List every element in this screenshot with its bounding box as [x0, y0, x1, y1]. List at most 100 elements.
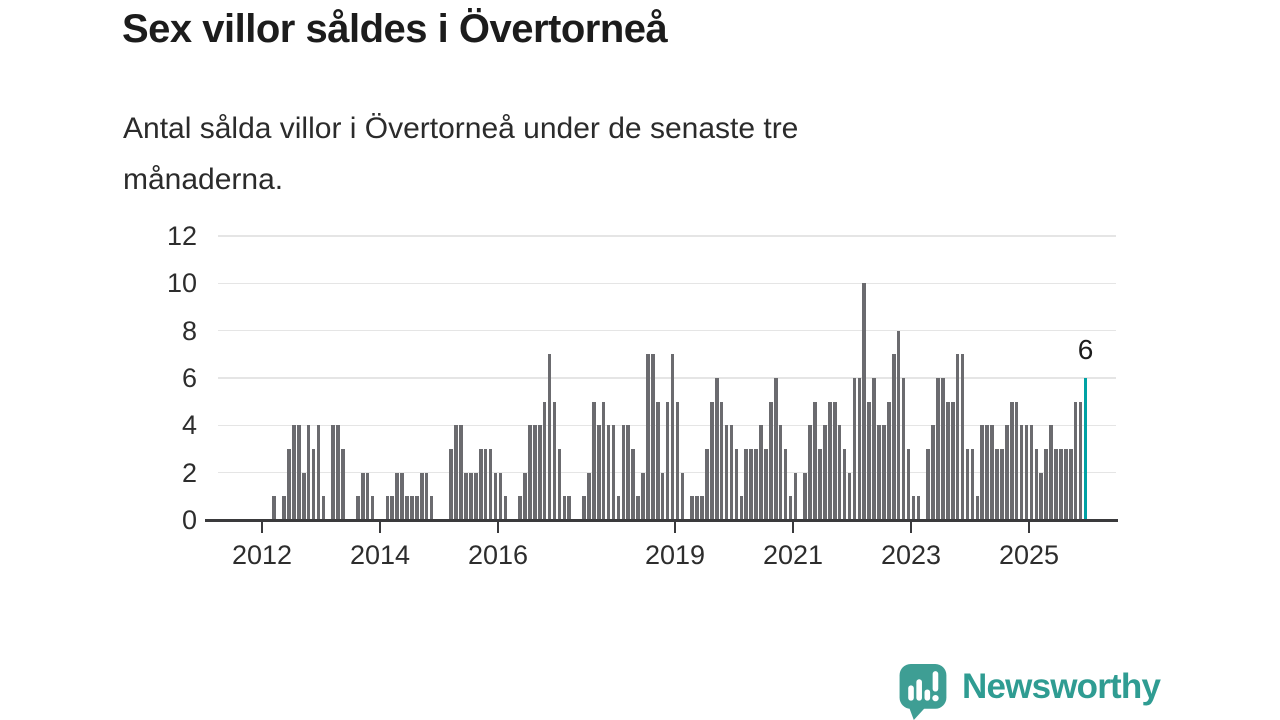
x-axis-label-2012: 2012 [231, 540, 293, 570]
bar [616, 496, 621, 520]
bar [862, 283, 867, 520]
bar [469, 472, 473, 520]
bar [611, 425, 616, 520]
bar [832, 401, 837, 520]
bar [690, 496, 694, 520]
x-axis-tick-2023 [909, 522, 913, 533]
bar [680, 472, 685, 520]
bar [410, 496, 414, 520]
bar [911, 496, 916, 520]
bar [877, 425, 881, 520]
bar [665, 401, 670, 520]
bar [837, 425, 842, 520]
bar [474, 472, 478, 520]
bar [793, 472, 798, 520]
bar [606, 425, 611, 520]
bar [454, 425, 458, 520]
bar [503, 496, 508, 520]
x-axis-label-2019: 2019 [644, 540, 706, 570]
bar [523, 472, 527, 520]
bar [754, 448, 758, 520]
bar-highlight-latest [1083, 377, 1088, 520]
bar [946, 401, 950, 520]
bar [272, 496, 277, 520]
x-axis-label-2025: 2025 [998, 540, 1060, 570]
x-axis-tick-2014 [378, 522, 382, 533]
bar [547, 354, 552, 520]
bar [429, 496, 434, 520]
bar [301, 472, 306, 520]
bar [395, 472, 399, 520]
x-axis-tick-2019 [673, 522, 677, 533]
bar [587, 472, 591, 520]
bar [808, 425, 812, 520]
x-axis-label-2016: 2016 [467, 540, 529, 570]
bar [1024, 425, 1029, 520]
bar [749, 448, 753, 520]
bar [813, 401, 817, 520]
y-axis-label-10: 10 [166, 268, 197, 299]
bar [985, 425, 989, 520]
bar [287, 448, 291, 520]
bar [695, 496, 699, 520]
bar [1009, 401, 1014, 520]
x-axis-tick-2012 [260, 522, 264, 533]
bar [311, 448, 316, 520]
bar [641, 472, 645, 520]
x-axis-label-2023: 2023 [880, 540, 942, 570]
bar [528, 425, 532, 520]
bar [724, 425, 729, 520]
bar [660, 472, 665, 520]
y-axis-label-0: 0 [181, 505, 197, 535]
bar [1059, 448, 1063, 520]
bar [488, 448, 493, 520]
bar [567, 496, 572, 520]
bar [1014, 401, 1019, 520]
chart-subtitle: Antal sålda villor i Övertorneå under de… [123, 103, 798, 205]
bar [714, 377, 719, 520]
bar [867, 401, 871, 520]
bar [916, 496, 921, 520]
bar [282, 496, 286, 520]
bar [651, 354, 655, 520]
bar [896, 330, 901, 520]
bar [990, 425, 994, 520]
bar [941, 377, 945, 520]
bar [1064, 448, 1068, 520]
gridline-y-12 [218, 235, 1116, 237]
y-axis-label-12: 12 [166, 220, 197, 251]
bar [670, 354, 675, 520]
y-axis-label-4: 4 [181, 410, 197, 441]
bar [1005, 425, 1009, 520]
bar [356, 496, 360, 520]
x-axis-tick-2021 [791, 522, 795, 533]
bar [552, 401, 557, 520]
bar [478, 448, 483, 520]
bar [306, 425, 311, 520]
bar [557, 448, 562, 520]
newsworthy-logo-icon [899, 664, 947, 720]
bar [321, 496, 326, 520]
bar [955, 354, 960, 520]
x-axis-tick-2016 [496, 522, 500, 533]
bar [719, 401, 724, 520]
bar [926, 448, 930, 520]
last-bar-value-label: 6 [1077, 334, 1094, 365]
bar [390, 496, 395, 520]
bar [582, 496, 586, 520]
bar [400, 472, 404, 520]
bar [842, 448, 847, 520]
bar [700, 496, 704, 520]
bar [818, 448, 822, 520]
y-axis-label-2: 2 [181, 457, 197, 488]
bar [764, 448, 768, 520]
bar [360, 472, 365, 520]
x-axis-tick-2025 [1027, 522, 1031, 533]
gridline-y-6 [218, 377, 1116, 379]
chart-subtitle-line-2: månaderna. [123, 163, 284, 196]
bar [803, 472, 808, 520]
bar [960, 354, 965, 520]
bar [970, 448, 975, 520]
bar [1078, 401, 1083, 520]
